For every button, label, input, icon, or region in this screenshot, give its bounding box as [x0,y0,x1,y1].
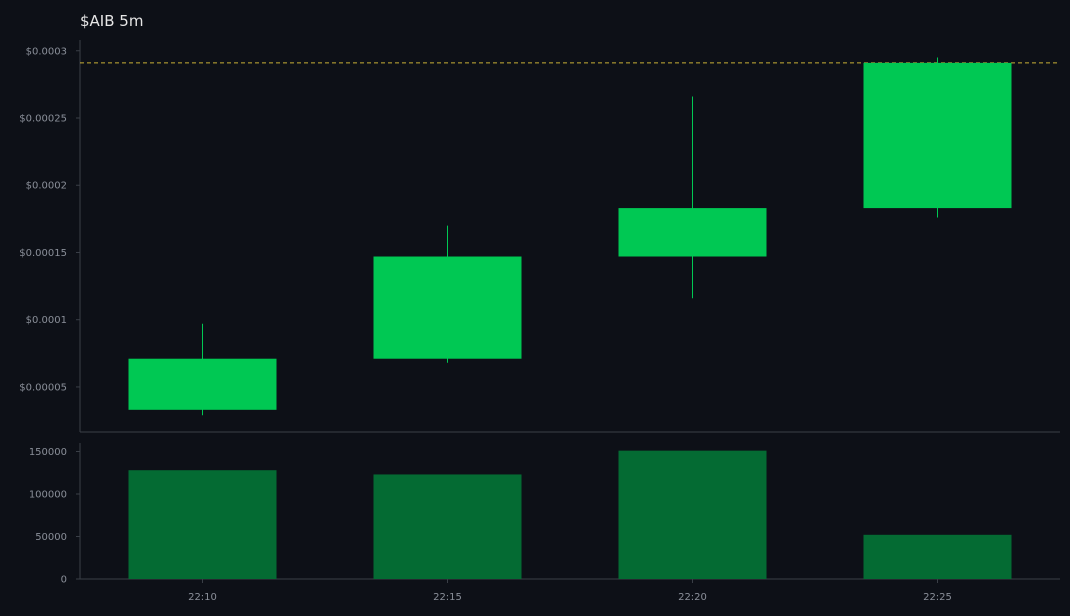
price-tick-label: $0.0001 [26,315,67,326]
price-tick-label: $0.0003 [26,46,67,57]
volume-bar [618,450,767,579]
price-axis: $0.00005 $0.0001 $0.00015 $0.0002 $0.00025 $0… [19,40,1060,433]
time-tick-label: 22:20 [678,592,707,603]
chart-title: $AIB 5m [80,12,143,30]
candles [128,57,1012,416]
volume-bar [128,470,277,579]
price-tick-label: $0.0002 [26,181,67,192]
candle-body [128,358,277,410]
candle-body [373,256,522,359]
candle-body [863,62,1012,209]
volume-tick-label: 50000 [35,532,67,543]
volume-tick-label: 100000 [29,490,67,501]
volume-tick-label: 0 [61,575,67,586]
volume-bars [128,450,1012,579]
time-tick-label: 22:25 [923,592,952,603]
candle-body [618,208,767,257]
time-axis: 22:10 22:15 22:20 22:25 [188,579,952,603]
volume-tick-label: 150000 [29,447,67,458]
volume-bar [863,534,1012,579]
price-tick-label: $0.00025 [19,113,67,124]
time-tick-label: 22:10 [188,592,217,603]
time-tick-label: 22:15 [433,592,462,603]
volume-bar [373,474,522,579]
price-tick-label: $0.00015 [19,248,67,259]
price-tick-label: $0.00005 [19,382,67,393]
